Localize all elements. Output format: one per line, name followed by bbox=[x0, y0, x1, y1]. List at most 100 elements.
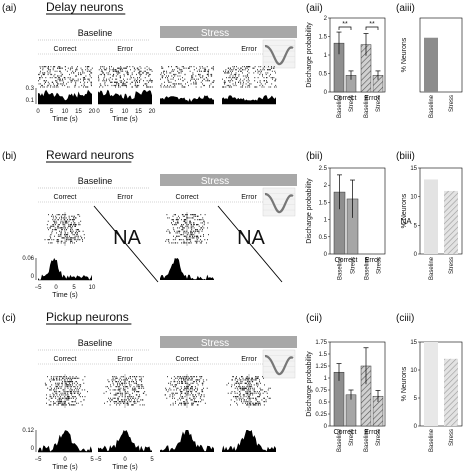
spike-tick bbox=[231, 69, 233, 71]
y-tick-label: 2.5 bbox=[319, 166, 328, 172]
spike-tick bbox=[38, 73, 40, 76]
spike-tick bbox=[132, 86, 133, 88]
spike-tick bbox=[145, 394, 147, 396]
spike-tick bbox=[195, 83, 196, 85]
spike-tick bbox=[78, 389, 79, 391]
spike-tick bbox=[58, 387, 60, 389]
spike-tick bbox=[138, 387, 140, 389]
spike-tick bbox=[172, 224, 173, 226]
spike-tick bbox=[50, 381, 51, 383]
spike-tick bbox=[175, 73, 177, 76]
spike-tick bbox=[250, 83, 252, 85]
spike-tick bbox=[188, 391, 189, 393]
spike-tick bbox=[252, 404, 254, 406]
spike-tick bbox=[180, 83, 182, 85]
spike-tick bbox=[247, 391, 249, 393]
spike-tick bbox=[235, 77, 237, 79]
spike-tick bbox=[62, 377, 63, 379]
spike-tick bbox=[195, 80, 196, 82]
spike-tick bbox=[42, 67, 44, 69]
spike-tick bbox=[253, 397, 254, 399]
spike-tick bbox=[70, 225, 71, 227]
spike-tick bbox=[204, 214, 206, 216]
spike-tick bbox=[245, 377, 247, 379]
spike-tick bbox=[65, 384, 67, 386]
spike-tick bbox=[63, 376, 65, 378]
spike-tick bbox=[54, 219, 56, 221]
spike-tick bbox=[177, 235, 179, 237]
spike-tick bbox=[118, 392, 119, 394]
spike-tick bbox=[86, 70, 88, 72]
spike-tick bbox=[119, 377, 121, 379]
spike-tick bbox=[179, 83, 181, 85]
spike-tick bbox=[144, 391, 146, 393]
category-label: Stress bbox=[377, 257, 383, 274]
spike-tick bbox=[163, 86, 165, 88]
spike-tick bbox=[67, 384, 69, 386]
spike-tick bbox=[123, 78, 124, 80]
spike-tick bbox=[176, 230, 178, 232]
spike-tick bbox=[194, 401, 196, 403]
spike-tick bbox=[58, 240, 60, 242]
spike-tick bbox=[261, 70, 262, 72]
psth-ytick: 0 bbox=[31, 274, 35, 280]
spike-tick bbox=[47, 387, 49, 389]
spike-tick bbox=[194, 235, 195, 237]
spike-tick bbox=[259, 391, 260, 393]
spike-tick bbox=[74, 235, 76, 237]
spike-tick bbox=[165, 86, 167, 88]
spike-tick bbox=[48, 229, 49, 231]
spike-tick bbox=[237, 67, 239, 69]
spike-tick bbox=[53, 401, 54, 403]
spike-tick bbox=[109, 389, 111, 391]
spike-tick bbox=[234, 401, 236, 403]
spike-tick bbox=[79, 392, 81, 394]
spike-tick bbox=[202, 222, 203, 224]
spike-tick bbox=[60, 232, 62, 234]
spike-tick bbox=[187, 391, 189, 393]
spike-tick bbox=[184, 232, 186, 234]
spike-tick bbox=[60, 242, 62, 244]
spike-tick bbox=[66, 235, 68, 237]
spike-tick bbox=[138, 69, 140, 71]
spike-tick bbox=[268, 75, 270, 77]
spike-tick bbox=[256, 377, 257, 379]
spike-tick bbox=[144, 77, 146, 79]
spike-tick bbox=[262, 376, 263, 378]
spike-tick bbox=[246, 404, 248, 406]
y-tick-label: 1.75 bbox=[315, 340, 327, 346]
spike-tick bbox=[145, 73, 147, 76]
spike-tick bbox=[98, 75, 99, 77]
spike-tick bbox=[229, 84, 231, 87]
na-slash bbox=[93, 205, 159, 283]
spike-tick bbox=[168, 242, 170, 244]
spike-tick bbox=[190, 237, 192, 239]
spike-tick bbox=[195, 214, 196, 216]
spike-tick bbox=[196, 229, 198, 231]
spike-tick bbox=[118, 397, 119, 399]
spike-tick bbox=[135, 84, 136, 87]
spike-tick bbox=[109, 67, 110, 69]
spike-tick bbox=[59, 399, 60, 401]
spike-tick bbox=[178, 227, 180, 229]
spike-tick bbox=[160, 84, 162, 87]
spike-tick bbox=[77, 392, 79, 394]
spike-tick bbox=[136, 384, 138, 386]
spike-tick bbox=[71, 227, 73, 229]
spike-tick bbox=[255, 86, 257, 88]
spike-tick bbox=[65, 234, 67, 236]
spike-tick bbox=[184, 401, 186, 403]
spike-tick bbox=[181, 84, 183, 87]
spike-tick bbox=[139, 394, 140, 396]
spike-tick bbox=[126, 399, 127, 401]
spike-tick bbox=[68, 224, 70, 226]
spike-tick bbox=[179, 217, 180, 219]
spike-tick bbox=[141, 381, 142, 383]
spike-tick bbox=[98, 78, 100, 80]
spike-tick bbox=[69, 404, 70, 406]
spike-tick bbox=[174, 230, 175, 232]
spike-tick bbox=[69, 239, 71, 241]
spike-tick bbox=[180, 234, 182, 236]
